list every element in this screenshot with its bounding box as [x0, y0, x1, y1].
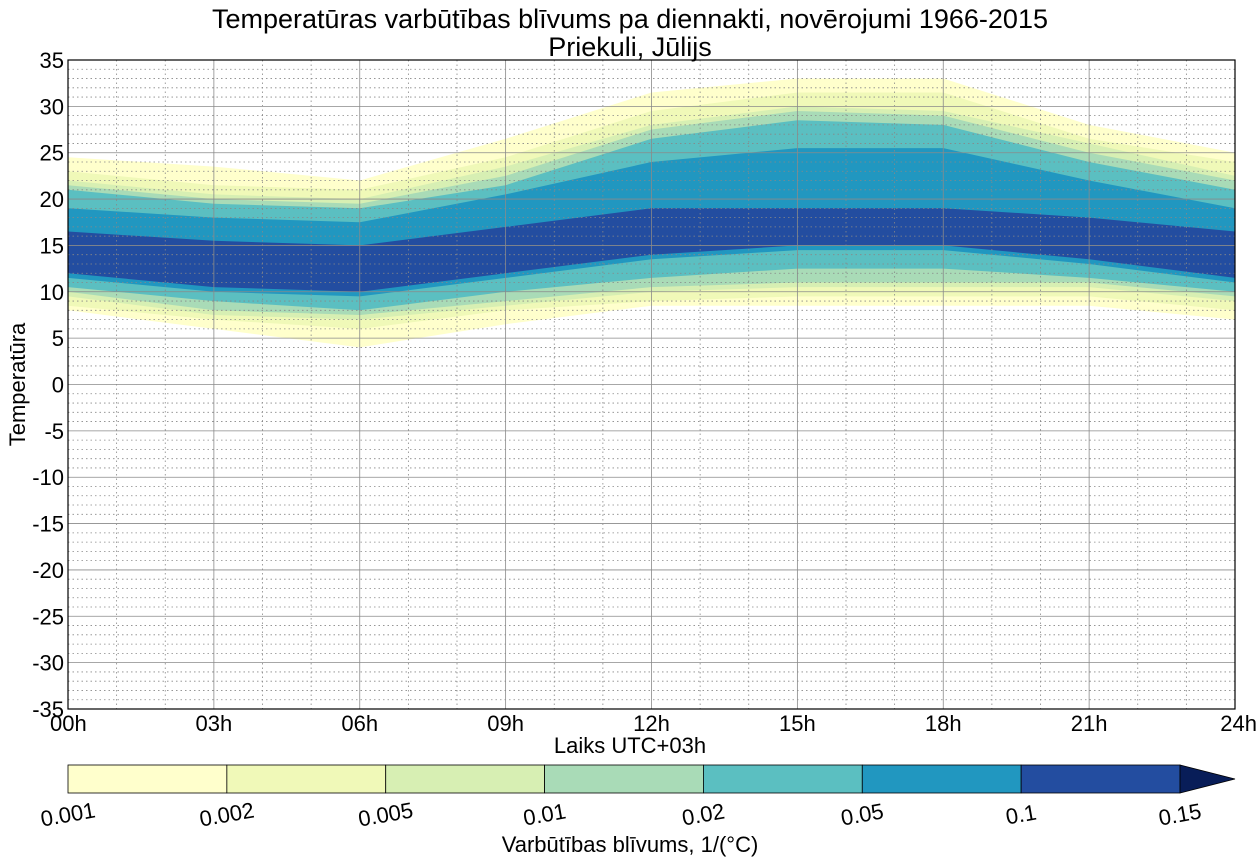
- y-tick-label: 10: [40, 280, 64, 305]
- y-tick-label: -10: [32, 465, 64, 490]
- colorbar-swatch: [1020, 764, 1181, 794]
- colorbar: 0.001 0.002 0.005 0.01 0.02 0.05 0.1 0.15: [39, 764, 1236, 832]
- colorbar-swatch: [67, 764, 228, 794]
- y-tick-label: 20: [40, 187, 64, 212]
- y-tick-label: 30: [40, 94, 64, 119]
- colorbar-tick-label: 0.002: [197, 797, 256, 831]
- y-tick-label: -5: [44, 419, 64, 444]
- colorbar-tick-label: 0.001: [39, 797, 98, 831]
- colorbar-tick-label: 0.05: [839, 798, 886, 830]
- x-axis-label: Laiks UTC+03h: [553, 733, 707, 758]
- x-tick-label: 06h: [341, 711, 378, 736]
- plot-frame: [67, 59, 1236, 710]
- y-tick-label: 25: [40, 141, 64, 166]
- x-tick-label: 24h: [1220, 711, 1257, 736]
- y-axis: 35 30 25 20 15 10 5 0 -5 -10 -15 -20 -25 -30 -35: [32, 48, 64, 722]
- y-tick-label: -35: [32, 697, 64, 722]
- x-tick-label: 15h: [779, 711, 816, 736]
- y-axis-label: Temperatūra: [5, 322, 30, 446]
- y-tick-label: -20: [32, 558, 64, 583]
- x-tick-label: 00h: [50, 711, 87, 736]
- colorbar-tick-label: 0.02: [680, 798, 727, 830]
- x-axis: 00h 03h 06h 09h 12h 15h 18h 21h 24h: [50, 711, 1257, 736]
- colorbar-extend-arrow: [1179, 764, 1236, 794]
- y-tick-label: -25: [32, 604, 64, 629]
- colorbar-tick-label: 0.15: [1157, 798, 1204, 830]
- colorbar-swatch: [703, 764, 863, 794]
- colorbar-tick-label: 0.1: [1004, 800, 1038, 830]
- chart-title: Temperatūras varbūtības blīvums pa dienn…: [212, 4, 1048, 34]
- x-tick-label: 03h: [196, 711, 233, 736]
- colorbar-swatch: [385, 764, 545, 794]
- x-tick-label: 21h: [1071, 711, 1108, 736]
- y-tick-label: 5: [52, 326, 64, 351]
- y-tick-label: -15: [32, 512, 64, 537]
- y-tick-label: 15: [40, 233, 64, 258]
- colorbar-label: Varbūtības blīvums, 1/(°C): [501, 832, 759, 857]
- colorbar-swatch: [544, 764, 704, 794]
- x-tick-label: 09h: [487, 711, 524, 736]
- x-tick-label: 18h: [925, 711, 962, 736]
- colorbar-tick-label: 0.01: [521, 798, 568, 830]
- y-tick-label: 0: [52, 373, 64, 398]
- colorbar-swatch: [861, 764, 1022, 794]
- colorbar-tick-label: 0.005: [356, 797, 415, 831]
- colorbar-swatch: [226, 764, 387, 794]
- chart-subtitle: Priekuli, Jūlijs: [548, 32, 712, 62]
- x-tick-label: 12h: [633, 711, 670, 736]
- y-tick-label: 35: [40, 48, 64, 73]
- y-tick-label: -30: [32, 651, 64, 676]
